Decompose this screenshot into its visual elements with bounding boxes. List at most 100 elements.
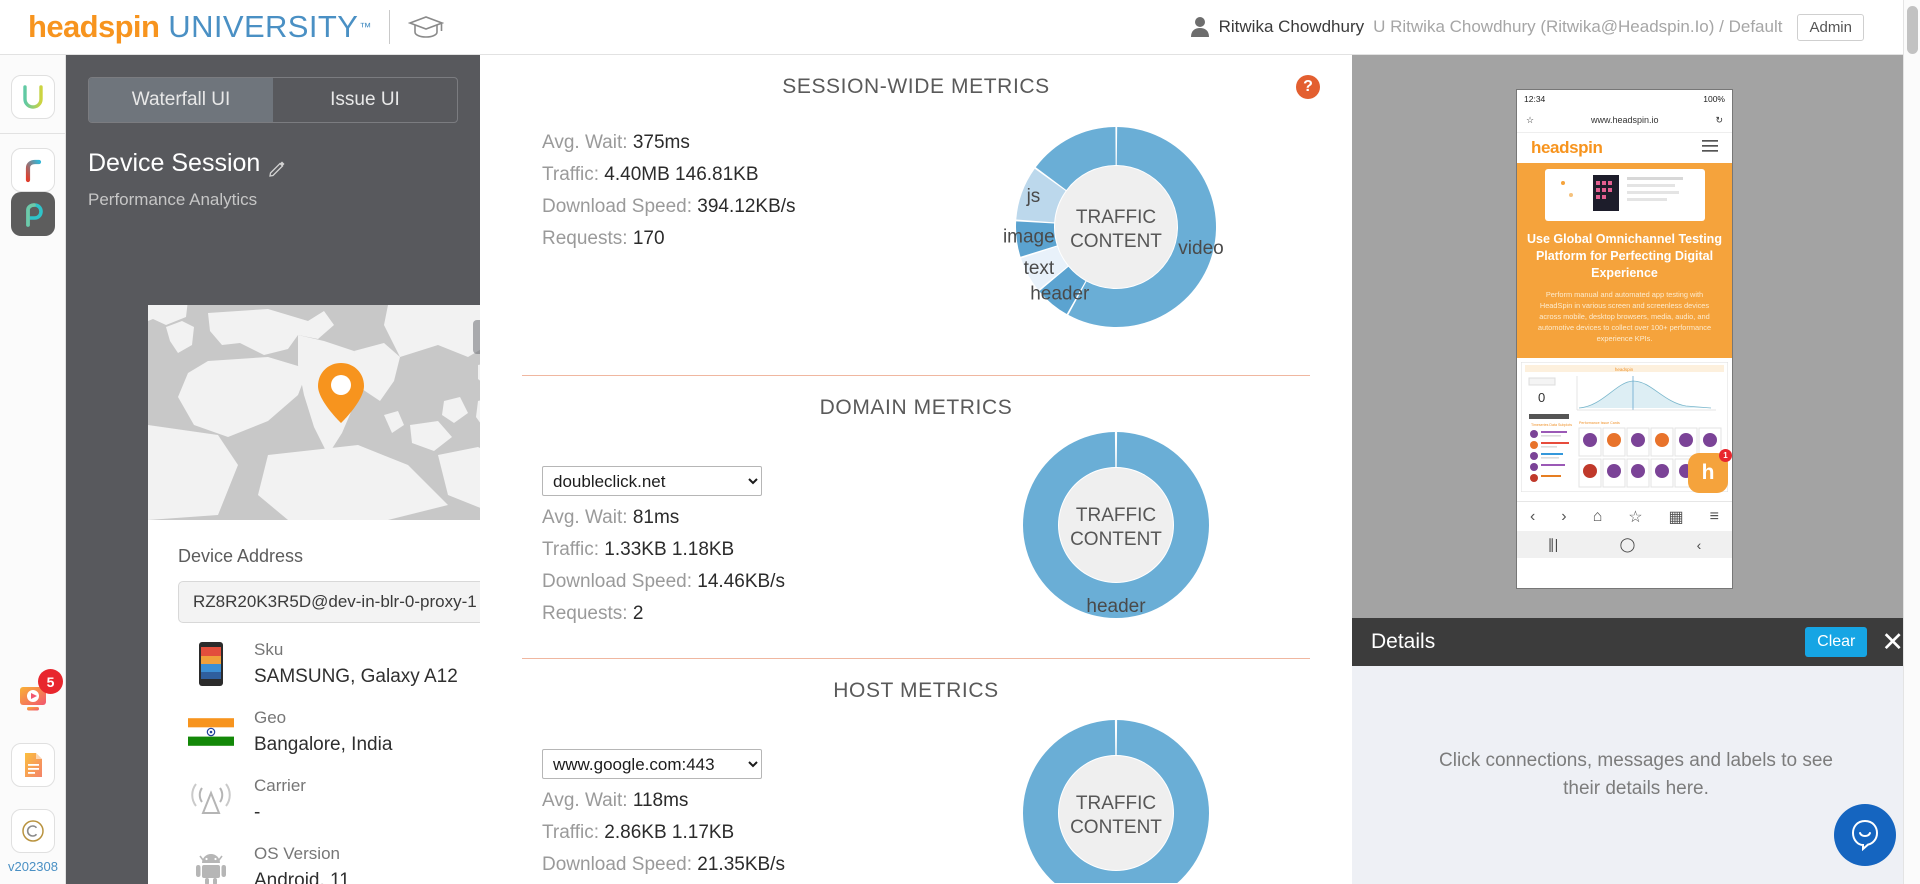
donut-slice[interactable] — [1039, 266, 1086, 315]
stat-value: 4.40MB 146.81KB — [604, 164, 759, 185]
device-detail-row-os: OS Version Android, 11 — [148, 827, 534, 884]
stat-value: 375ms — [632, 132, 690, 153]
recordings-badge: 5 — [38, 669, 63, 694]
rail-item-recordings[interactable]: 5 — [11, 669, 63, 721]
donut-slice[interactable] — [1021, 246, 1068, 290]
home-icon[interactable]: ⌂ — [1592, 507, 1603, 525]
stat-value: 81ms — [632, 507, 680, 528]
section-divider — [522, 658, 1310, 659]
close-icon[interactable]: ✕ — [1881, 626, 1904, 657]
android-icon — [188, 844, 234, 884]
hamburger-menu-icon[interactable] — [1702, 139, 1718, 157]
tab-issue-ui[interactable]: Issue UI — [330, 89, 400, 110]
donut-slice-label: header — [1086, 596, 1146, 617]
brand-primary-text: headspin — [28, 9, 160, 44]
donut-session-wide[interactable]: video header text image js TRAFFIC CONTENT — [880, 99, 1352, 359]
rail-item-performance[interactable] — [10, 192, 55, 236]
tabs-icon[interactable]: ▦ — [1668, 508, 1684, 526]
details-panel: Details Clear ✕ Click connections, messa… — [1352, 618, 1920, 884]
stat-requests: Requests: 170 — [542, 223, 880, 255]
section-domain: DOMAIN METRICS doubleclick.net Avg. Wait… — [480, 376, 1352, 659]
rail-item-documents[interactable] — [11, 743, 55, 787]
donut-center-label: TRAFFIC — [1076, 207, 1156, 228]
phone-url-bar[interactable]: ☆ www.headspin.io ↻ — [1517, 108, 1732, 133]
stat-traffic: Traffic: 2.86KB 1.17KB — [542, 817, 880, 849]
phone-site-logo: headspin — [1531, 138, 1603, 157]
stat-avg-wait: Avg. Wait: 118ms — [542, 785, 880, 817]
phone-status-bar: 12:34 100% — [1517, 90, 1732, 108]
browser-menu-icon[interactable]: ≡ — [1709, 507, 1719, 525]
donut-host[interactable]: TRAFFIC CONTENT — [880, 703, 1352, 883]
page-scrollbar[interactable] — [1903, 0, 1920, 884]
edit-pencil-icon[interactable] — [269, 155, 286, 177]
rail-item-copyright[interactable] — [11, 809, 55, 853]
device-info-card: Device Address Sku SAMSUNG, Galaxy A12 — [148, 520, 534, 884]
forward-chevron-icon[interactable]: › — [1561, 507, 1567, 525]
rail-item-remote[interactable] — [10, 148, 55, 192]
stat-label: Traffic: — [542, 164, 600, 185]
device-address-label: Device Address — [178, 546, 304, 566]
device-location-map[interactable] — [148, 305, 534, 520]
help-icon[interactable]: ? — [1296, 75, 1320, 99]
stat-label: Requests: — [542, 228, 628, 249]
host-select[interactable]: www.google.com:443 — [542, 749, 762, 779]
stat-label: Requests: — [542, 603, 628, 624]
rail-item-university[interactable] — [10, 75, 55, 119]
detail-value: SAMSUNG, Galaxy A12 — [254, 665, 458, 687]
brand-logo[interactable]: headspin UNIVERSITY ™ — [0, 9, 445, 45]
session-title: Device Session — [88, 149, 261, 177]
domain-select[interactable]: doubleclick.net — [542, 466, 762, 496]
phone-time: 12:34 — [1524, 94, 1546, 104]
ui-mode-tabs: Waterfall UI Issue UI — [88, 77, 458, 123]
back-chevron-icon[interactable]: ‹ — [1529, 507, 1536, 525]
stat-label: Download Speed: — [542, 854, 692, 875]
details-title: Details — [1371, 630, 1436, 653]
left-panel: Waterfall UI Issue UI Device Session Per… — [66, 55, 534, 884]
page-scroll-thumb[interactable] — [1907, 6, 1918, 54]
phone-hero-heading: Use Global Omnichannel Testing Platform … — [1527, 232, 1722, 280]
bookmark-star-icon[interactable]: ☆ — [1526, 114, 1535, 125]
stat-label: Download Speed: — [542, 196, 692, 217]
device-address-input[interactable] — [178, 581, 503, 623]
device-screen-mirror[interactable]: 12:34 100% ☆ www.headspin.io ↻ headspin — [1516, 89, 1733, 589]
device-detail-text: Sku SAMSUNG, Galaxy A12 — [254, 637, 458, 691]
copyright-icon — [22, 820, 44, 842]
section-host: HOST METRICS www.google.com:443 Avg. Wai… — [480, 659, 1352, 884]
user-area: Ritwika Chowdhury U Ritwika Chowdhury (R… — [1190, 13, 1920, 41]
device-detail-text: OS Version Android, 11 — [254, 841, 350, 884]
carrier-antenna-icon — [188, 776, 234, 824]
rail-divider — [0, 133, 65, 134]
device-detail-row-carrier: Carrier - — [148, 759, 534, 827]
donut-slice[interactable] — [1023, 432, 1209, 618]
bookmarks-star-icon[interactable]: ☆ — [1628, 508, 1643, 526]
device-detail-text: Geo Bangalore, India — [254, 705, 392, 759]
stats-list: doubleclick.net Avg. Wait: 81ms Traffic:… — [480, 420, 880, 630]
fab-glyph: h — [1701, 461, 1715, 485]
home-circle-icon[interactable]: ◯ — [1619, 536, 1636, 553]
admin-button[interactable]: Admin — [1797, 13, 1864, 41]
donut-slice[interactable] — [1023, 720, 1209, 883]
back-icon[interactable]: ‹ — [1696, 536, 1702, 553]
phone-url-text: www.headspin.io — [1590, 115, 1659, 125]
recent-apps-icon[interactable]: ∥| — [1547, 536, 1559, 553]
r-logo-icon — [25, 159, 41, 183]
rail-bottom-group: 5 — [0, 669, 66, 874]
chat-widget-fab[interactable]: h 1 — [1688, 449, 1732, 494]
phone-hero-section: Use Global Omnichannel Testing Platform … — [1517, 163, 1732, 359]
reload-icon[interactable]: ↻ — [1715, 114, 1723, 125]
donut-slice[interactable] — [1016, 168, 1066, 223]
phone-site-nav: headspin — [1517, 133, 1732, 163]
donut-slice-label: text — [1024, 258, 1055, 279]
donut-slice[interactable] — [1068, 127, 1216, 327]
video-monitor-icon — [20, 687, 46, 711]
section-title: HOST METRICS — [833, 679, 999, 702]
clear-button[interactable]: Clear — [1805, 627, 1868, 657]
donut-domain[interactable]: header TRAFFIC CONTENT — [880, 420, 1352, 642]
donut-center-label: TRAFFIC — [1076, 793, 1156, 814]
donut-slice[interactable] — [1035, 127, 1116, 190]
stats-list: www.google.com:443 Avg. Wait: 118ms Traf… — [480, 703, 880, 884]
donut-slice[interactable] — [1016, 221, 1057, 257]
support-chat-button[interactable] — [1834, 804, 1896, 866]
tab-waterfall-ui[interactable]: Waterfall UI — [89, 78, 273, 122]
